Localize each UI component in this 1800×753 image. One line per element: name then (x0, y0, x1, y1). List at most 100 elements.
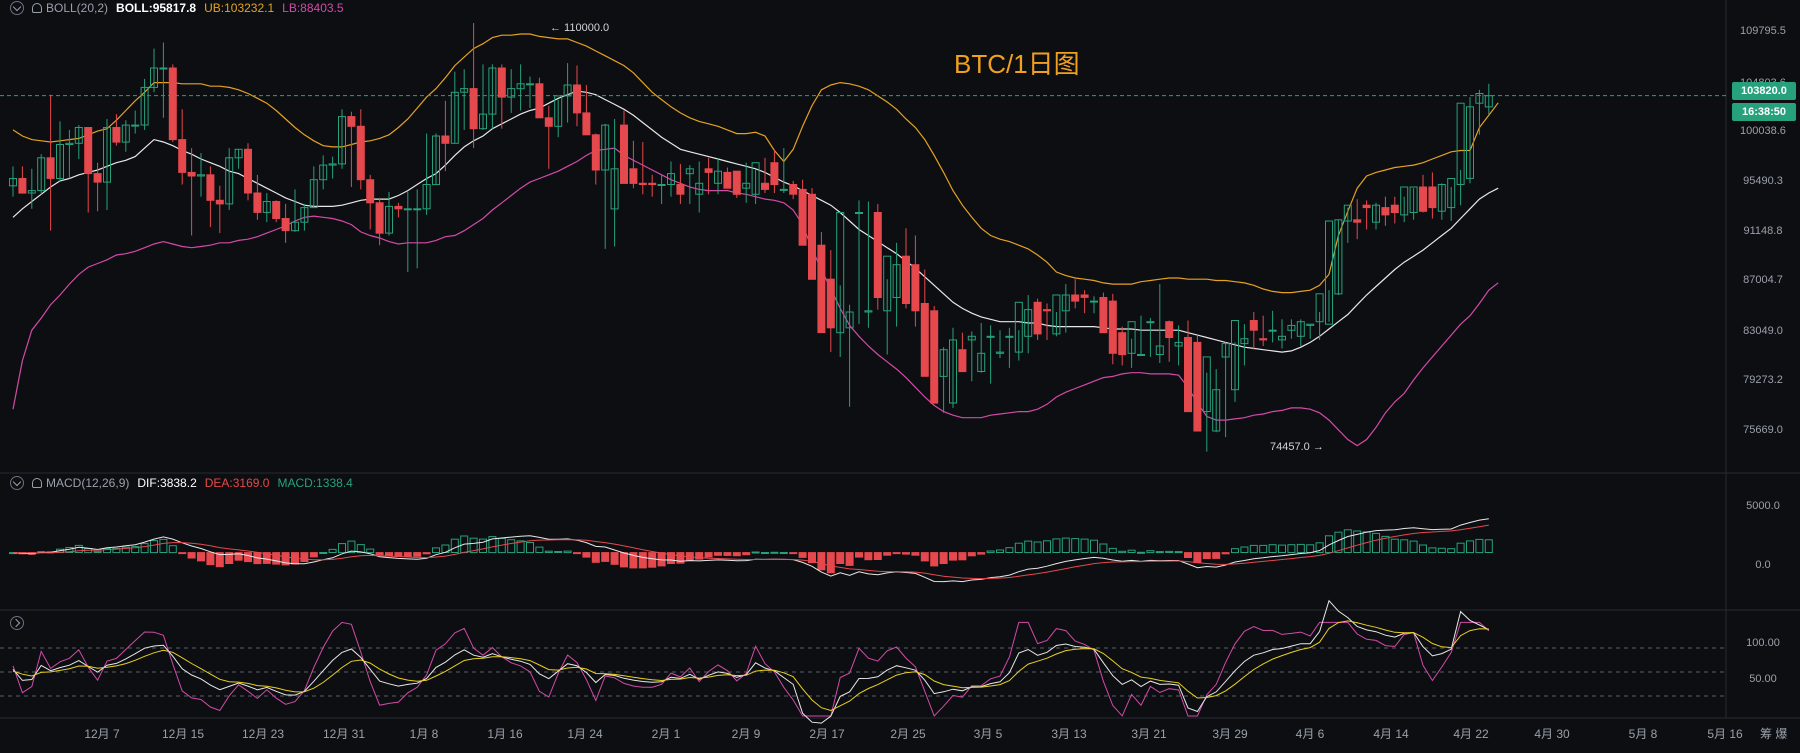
candle-down (732, 170, 741, 195)
macd-histogram-bar (742, 552, 751, 556)
kdj-d-line (12, 620, 1489, 712)
candle-up (37, 157, 46, 192)
bell-icon[interactable] (32, 3, 42, 13)
candle-up (1372, 204, 1380, 223)
macd-histogram-bar (808, 552, 816, 564)
candle-up (779, 188, 788, 191)
macd-histogram-bar (620, 552, 628, 568)
macd-histogram-bar (178, 552, 187, 555)
candle-up (1240, 338, 1249, 345)
macd-histogram-bar (403, 552, 412, 557)
macd-histogram-bar (582, 552, 591, 558)
candle-down (18, 178, 27, 194)
macd-histogram-bar (845, 552, 854, 566)
macd-histogram-bar (1390, 538, 1399, 554)
boll-mid-value: BOLL:95817.8 (116, 1, 197, 15)
macd-histogram-bar (1221, 552, 1230, 555)
macd-histogram-bar (1259, 544, 1268, 554)
candle-up (526, 83, 534, 86)
candle-down (281, 218, 290, 232)
candle-up (450, 91, 459, 144)
candle-up (1090, 300, 1098, 303)
collapse-boll-icon[interactable] (10, 1, 24, 15)
candle-down (253, 192, 262, 213)
candle-up (291, 221, 299, 232)
candle-down (638, 182, 647, 186)
candle-up (121, 124, 130, 143)
macd-histogram-bar (864, 552, 873, 561)
candle-up (695, 182, 704, 195)
macd-histogram-bar (949, 552, 957, 561)
low-annotation: 74457.0 → (1270, 441, 1324, 453)
macd-histogram-bar (1325, 535, 1333, 553)
macd-histogram-bar (836, 552, 845, 564)
macd-histogram-bar (1353, 530, 1362, 553)
candle-up (1202, 356, 1211, 412)
y-tick: 87004.7 (1743, 274, 1783, 286)
candle-up (262, 201, 271, 213)
macd-histogram-bar (902, 552, 910, 555)
candle-up (328, 163, 337, 166)
macd-histogram-bar (817, 552, 826, 571)
candle-up (131, 124, 140, 127)
macd-histogram-bar (1184, 552, 1192, 558)
candle-up (1231, 320, 1239, 391)
boll-lb-value: LB:88403.5 (282, 1, 344, 15)
macd-histogram-bar (1231, 548, 1239, 554)
boll-ub-value: UB:103232.1 (204, 1, 275, 15)
x-tick: 12月 31 (322, 727, 366, 741)
macd-histogram-bar (1014, 542, 1023, 554)
macd-dea-value: DEA:3169.0 (204, 476, 270, 490)
collapse-macd-icon[interactable] (10, 476, 24, 490)
macd-histogram-bar (244, 552, 252, 563)
candle-up (1212, 389, 1221, 432)
candle-up (939, 349, 948, 377)
candle-down (573, 84, 581, 114)
candle-up (225, 157, 234, 205)
macd-histogram-bar (1278, 544, 1286, 553)
bell-icon[interactable] (32, 478, 42, 488)
macd-histogram-bar (714, 552, 722, 556)
candle-up (751, 162, 760, 195)
macd-histogram-bar (1005, 547, 1014, 554)
candle-down (544, 117, 553, 127)
macd-histogram-bar (1249, 544, 1258, 554)
macd-histogram-bar (1212, 552, 1221, 559)
candle-down (817, 244, 826, 334)
macd-histogram-bar (432, 547, 440, 554)
macd-histogram-bar (488, 536, 497, 554)
candle-up (892, 264, 901, 299)
macd-histogram-bar (779, 552, 788, 554)
candle-up (977, 352, 986, 372)
candle-down (356, 125, 365, 181)
boll-mid-line (12, 90, 1499, 353)
candle-down (902, 255, 910, 305)
boll-name: BOLL(20,2) (46, 1, 109, 15)
candle-up (1268, 329, 1277, 332)
macd-histogram-bar (996, 549, 1004, 553)
macd-histogram-bar (573, 552, 581, 555)
macd-histogram-bar (516, 540, 525, 554)
candle-up (1014, 301, 1023, 353)
macd-histogram-bar (366, 548, 375, 554)
candle-up (140, 86, 149, 126)
countdown-tag: 16:38:50 (1732, 103, 1796, 121)
candle-up (1127, 321, 1136, 354)
macd-histogram-bar (1306, 544, 1315, 553)
candle-up (864, 310, 873, 313)
macd-histogram-bar (375, 552, 384, 556)
macd-histogram-bar (121, 546, 130, 554)
macd-dif-value: DIF:3838.2 (137, 476, 197, 490)
macd-histogram-bar (422, 552, 431, 555)
candle-down (1419, 186, 1427, 212)
candle-up (742, 182, 751, 189)
macd-histogram-bar (319, 552, 328, 554)
expand-kdj-icon[interactable] (10, 616, 24, 630)
candle-up (1155, 345, 1164, 355)
candle-down (770, 162, 779, 186)
candle-up (1400, 186, 1409, 216)
candle-up (1466, 106, 1474, 179)
candle-up (610, 168, 619, 210)
candle-up (197, 174, 205, 177)
